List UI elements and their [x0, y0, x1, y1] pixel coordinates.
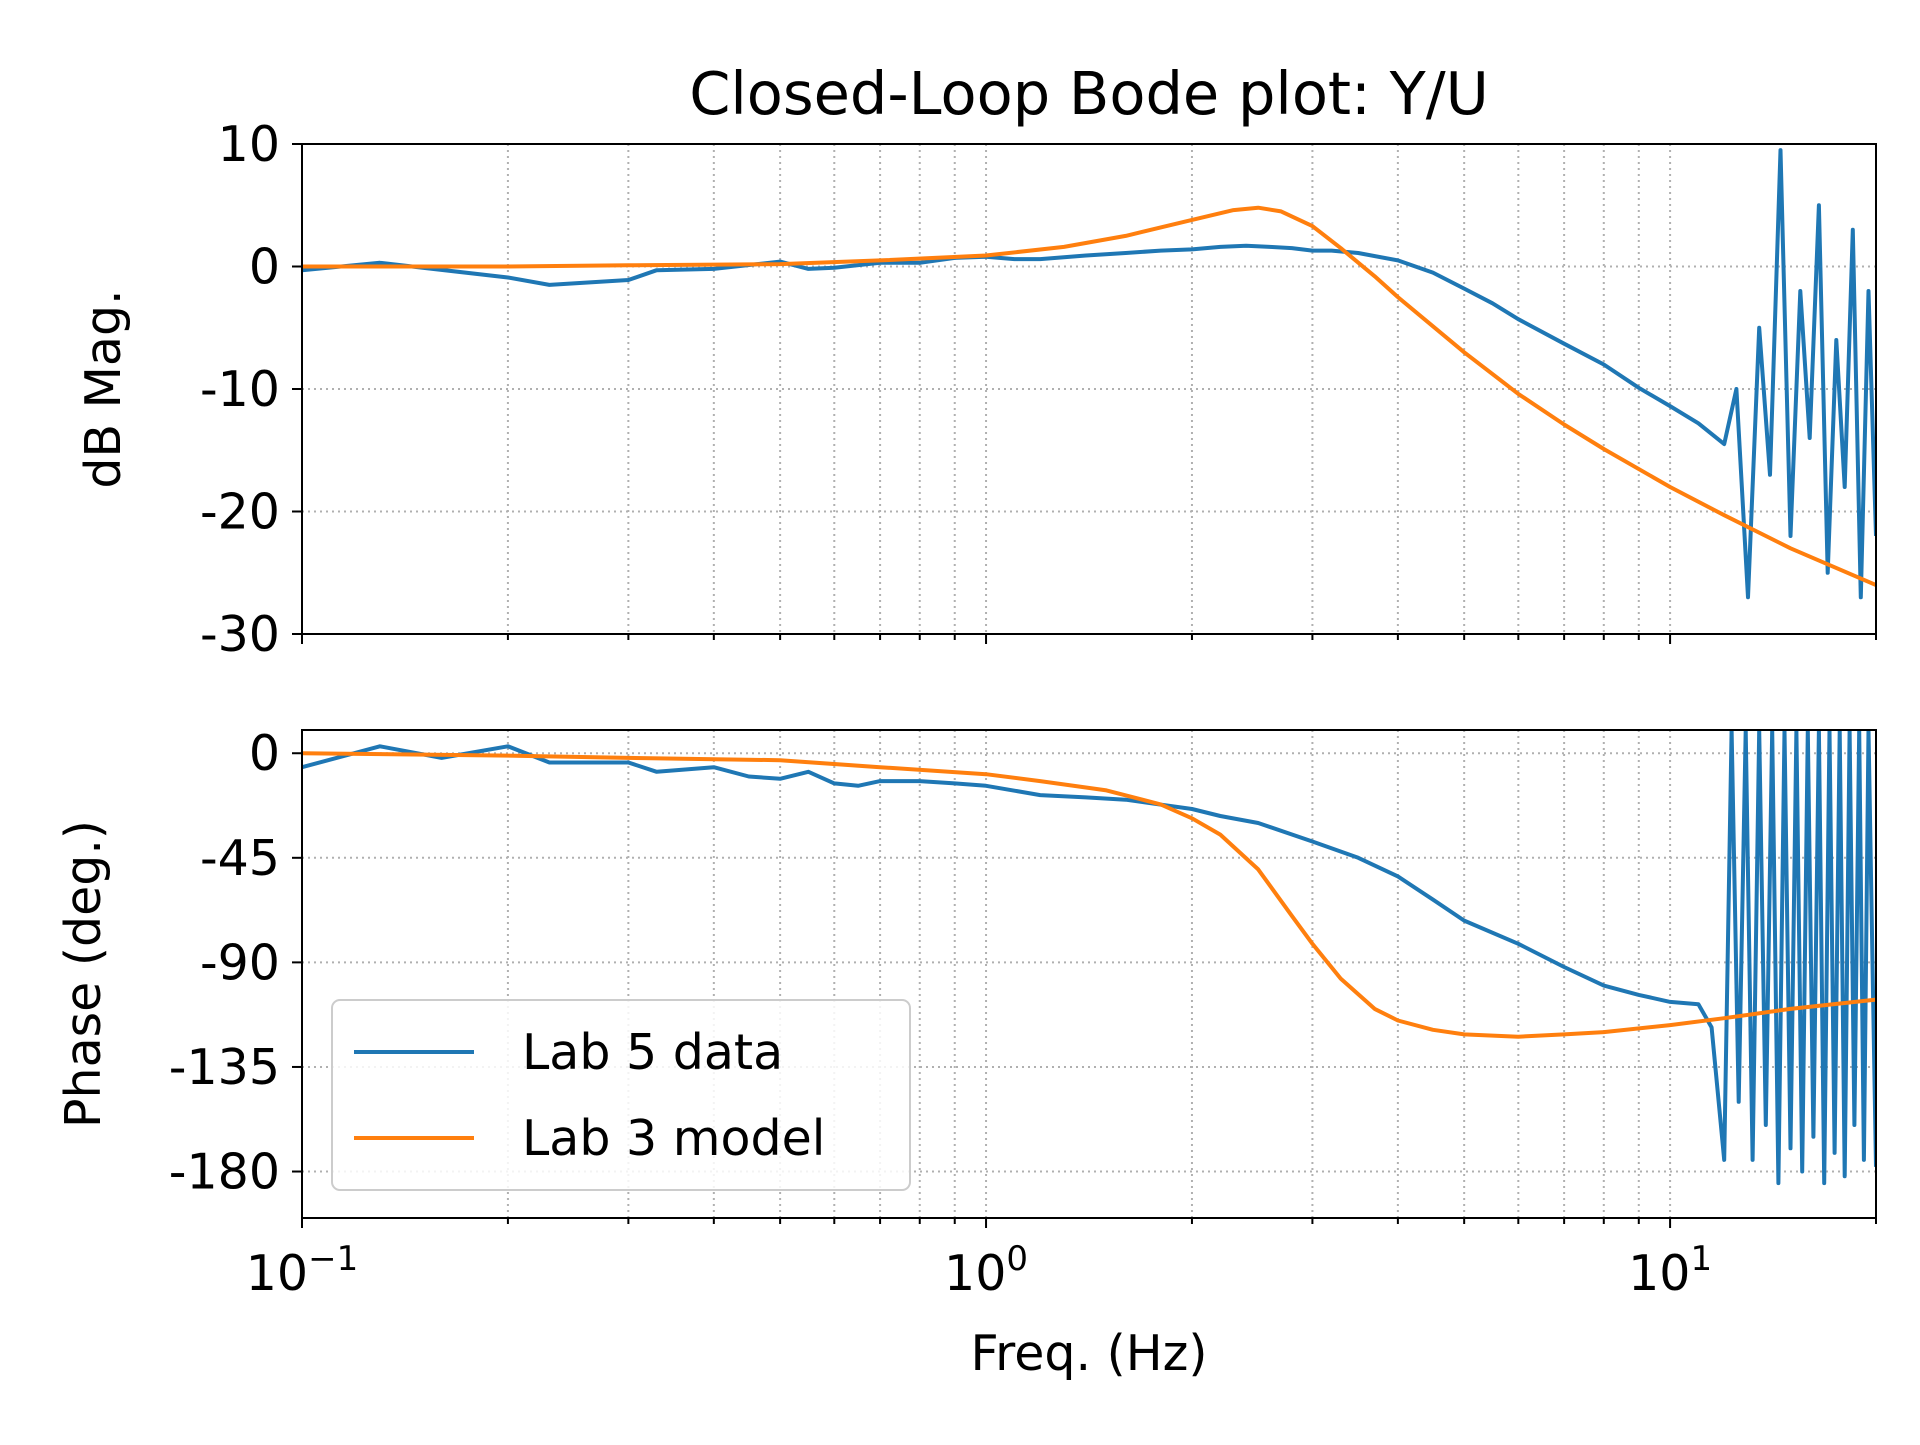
series-line-lab5-data-panel-2	[302, 730, 1876, 1186]
panel-frame	[301, 729, 1877, 1219]
series-line-lab5-data-panel-1	[302, 148, 1876, 600]
y-tick-label: -180	[169, 1144, 280, 1201]
y-tick-label: -30	[200, 606, 280, 663]
x-tick-label: 100	[944, 1239, 1028, 1302]
panel-frame	[301, 143, 1877, 635]
legend-label: Lab 5 data	[522, 1024, 783, 1081]
legend-box	[331, 999, 911, 1191]
y-tick-label: -135	[169, 1039, 280, 1096]
chart-title: Closed-Loop Bode plot: Y/U	[689, 59, 1489, 128]
y-tick-label: 0	[249, 725, 280, 782]
series-line-lab3-model-panel-2	[302, 751, 1876, 1039]
y-tick-label: -45	[200, 830, 280, 887]
series-layer	[302, 148, 1876, 1186]
x-tick-label: 101	[1628, 1239, 1712, 1302]
legend: Lab 5 data Lab 3 model	[331, 999, 911, 1191]
legend-label: Lab 3 model	[522, 1110, 825, 1167]
y-axis-title: Phase (deg.)	[55, 820, 112, 1128]
y-tick-label: -20	[200, 484, 280, 541]
y-tick-label: 0	[249, 239, 280, 296]
series-line-lab3-model-panel-1	[302, 205, 1876, 587]
x-axis-title: Freq. (Hz)	[971, 1325, 1208, 1382]
y-tick-label: 10	[218, 116, 280, 173]
y-tick-label: -90	[200, 934, 280, 991]
grid-layer	[301, 143, 1877, 1218]
y-tick-label: -10	[200, 361, 280, 418]
y-axis-title: dB Mag.	[75, 289, 132, 488]
x-tick-label: 10−1	[246, 1239, 358, 1302]
